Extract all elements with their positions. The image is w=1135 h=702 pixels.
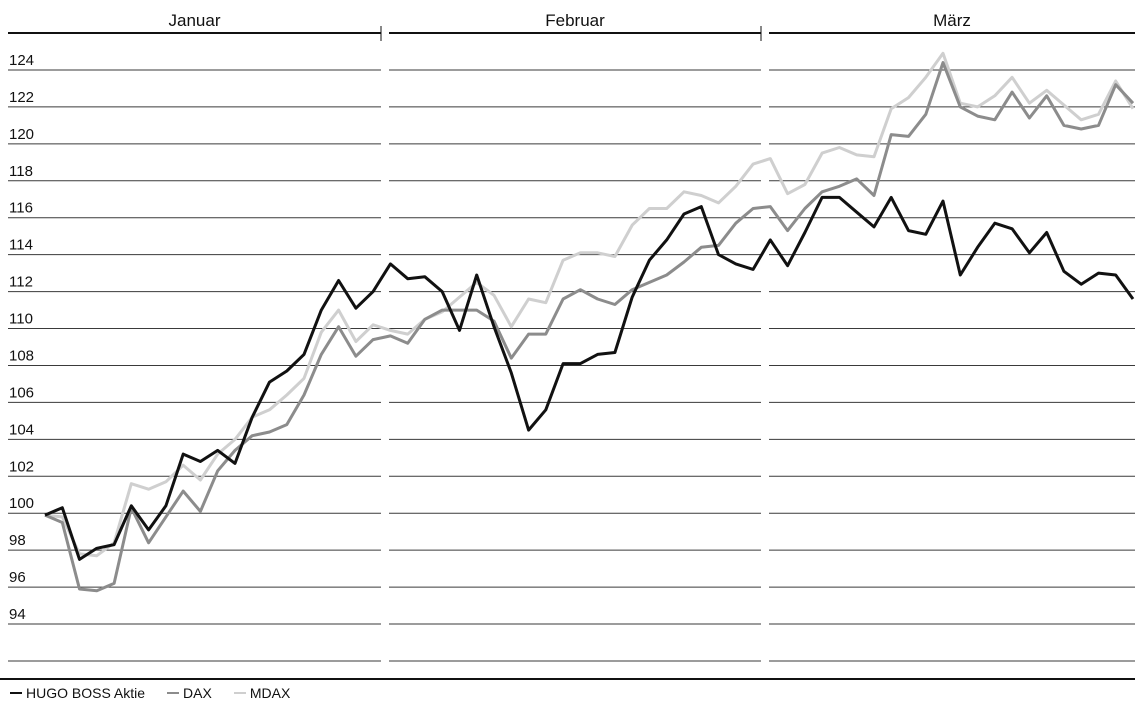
series-line-hugo-boss-aktie (44, 195, 1135, 561)
legend-label-dax: DAX (183, 685, 212, 701)
series-line-mdax (44, 51, 1135, 558)
grid-lines (8, 26, 1135, 662)
legend-item-dax: DAX (167, 685, 212, 701)
month-label: Februar (545, 11, 605, 30)
y-tick-label: 104 (9, 421, 34, 438)
y-tick-label: 98 (9, 532, 26, 549)
y-tick-label: 122 (9, 89, 34, 106)
legend-swatch-mdax (233, 692, 246, 694)
legend-label-mdax: MDAX (249, 685, 291, 701)
y-tick-label: 108 (9, 347, 34, 364)
y-tick-label: 106 (9, 384, 34, 401)
y-tick-label: 94 (9, 606, 26, 623)
y-tick-label: 110 (9, 311, 33, 328)
y-tick-label: 120 (9, 126, 34, 143)
y-tick-label: 118 (9, 163, 33, 180)
y-tick-label: 96 (9, 569, 26, 586)
y-tick-label: 114 (9, 237, 33, 254)
series-lines (44, 51, 1135, 593)
month-headers: Januar Februar März (169, 11, 971, 30)
legend-item-mdax: MDAX (233, 685, 291, 701)
y-tick-label: 116 (9, 200, 33, 217)
y-tick-label: 102 (9, 458, 34, 475)
y-tick-label: 112 (9, 274, 33, 291)
y-tick-label: 100 (9, 495, 34, 512)
series-line-dax (44, 61, 1135, 593)
legend-item-hugo-boss: HUGO BOSS Aktie (10, 685, 145, 701)
legend-label-hugo-boss: HUGO BOSS Aktie (26, 685, 146, 701)
legend-swatch-hugo-boss (10, 692, 22, 694)
month-label: Januar (169, 11, 221, 30)
y-axis-tick-labels: 94 96 98 100 102 104 106 108 110 112 114 116 118 120 1… (9, 52, 34, 623)
y-tick-label: 124 (9, 52, 34, 69)
legend-swatch-dax (167, 692, 180, 694)
legend: HUGO BOSS Aktie DAX MDAX (10, 684, 312, 702)
month-label: März (933, 11, 971, 30)
